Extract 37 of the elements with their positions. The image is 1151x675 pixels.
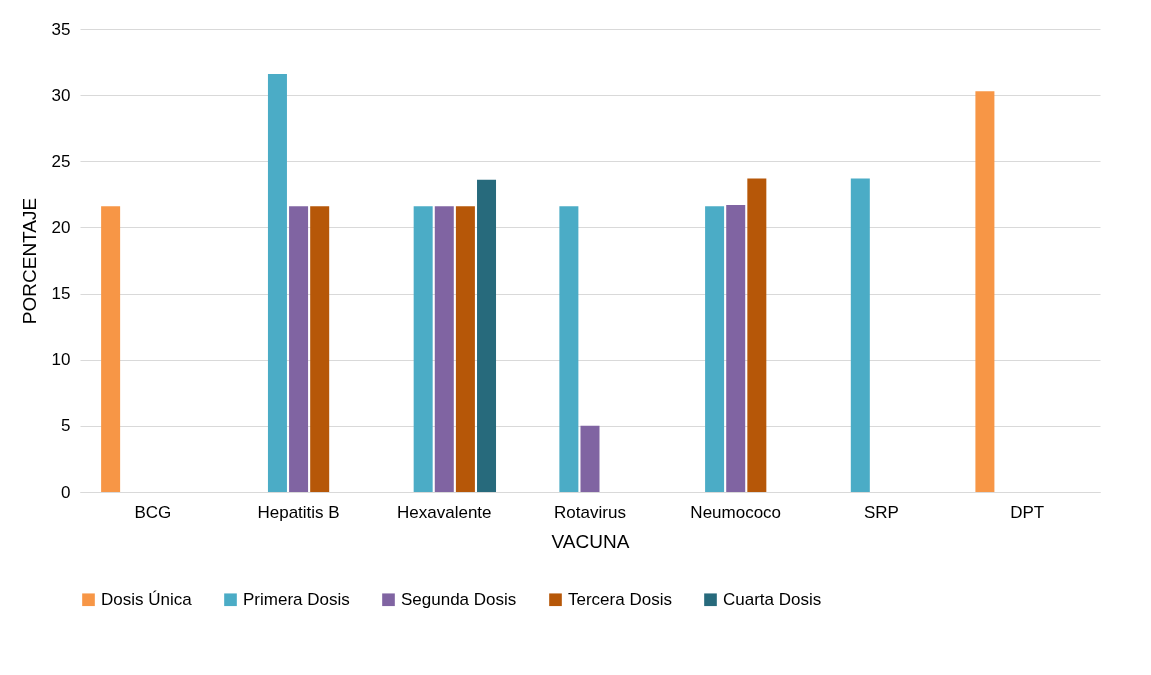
bar (975, 91, 995, 492)
x-tick-label: Hexavalente (397, 502, 492, 522)
y-tick-label: 20 (51, 217, 71, 237)
y-tick-label: 35 (51, 19, 71, 39)
bar (726, 204, 746, 492)
legend-label: Primera Dosis (243, 589, 350, 609)
y-tick-label: 15 (51, 284, 71, 304)
x-tick-label: Neumococo (690, 502, 782, 522)
bar (747, 178, 767, 492)
bar (434, 206, 454, 492)
bar (413, 206, 433, 492)
legend-label: Tercera Dosis (568, 589, 672, 609)
y-tick-label: 5 (61, 416, 71, 436)
legend-label: Cuarta Dosis (723, 589, 822, 609)
y-tick-label: 10 (51, 350, 71, 370)
bar (310, 206, 330, 492)
x-tick-label: Rotavirus (554, 502, 626, 522)
y-tick-label: 0 (61, 482, 71, 502)
bar (580, 425, 600, 492)
x-axis-title: VACUNA (551, 530, 630, 552)
y-axis-title: PORCENTAJE (18, 197, 40, 325)
legend-label: Segunda Dosis (401, 589, 517, 609)
bar (455, 206, 475, 492)
bar (267, 73, 287, 492)
legend-label: Dosis Única (101, 589, 193, 609)
bar (850, 178, 870, 492)
bar (705, 206, 725, 492)
bar (477, 179, 497, 492)
x-tick-label: Hepatitis B (257, 502, 340, 522)
bar (101, 206, 121, 492)
bar (289, 206, 309, 492)
y-tick-label: 30 (51, 85, 71, 105)
y-tick-label: 25 (51, 151, 71, 171)
x-tick-label: BCG (134, 502, 172, 522)
bar (559, 206, 579, 492)
x-tick-label: DPT (1010, 502, 1045, 522)
x-tick-label: SRP (863, 502, 899, 522)
